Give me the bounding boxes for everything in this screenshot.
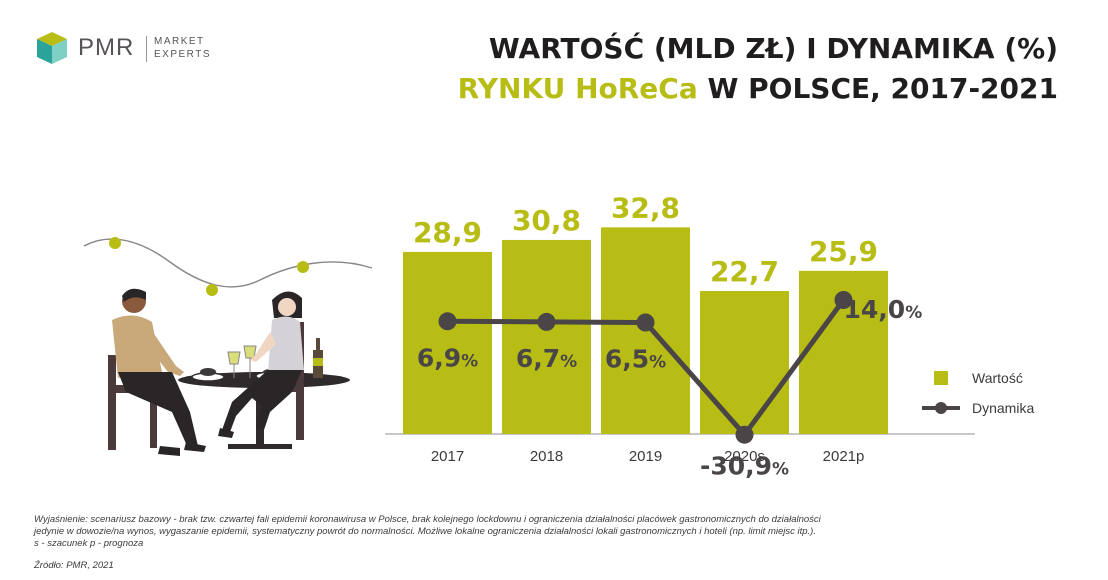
x-tick-label: 2017 <box>431 448 464 465</box>
restaurant-illustration <box>108 288 350 456</box>
bar-value-label: 30,8 <box>512 204 581 237</box>
logo-separator <box>146 36 147 62</box>
dynamics-value-label: 14,0% <box>844 295 923 324</box>
chart-title-line-2: RYNKU HoReCa W POLSCE, 2017-2021 <box>458 72 1058 105</box>
bar-value-label: 25,9 <box>809 235 878 268</box>
footnote: Wyjaśnienie: scenariusz bazowy - brak tz… <box>34 514 934 550</box>
x-tick-label: 2019 <box>629 448 662 465</box>
chart-title-rest: W POLSCE, 2017-2021 <box>697 72 1058 105</box>
footnote-line-2: jedynie w dowozie/na wynos, wygaszanie e… <box>34 526 816 537</box>
dynamics-value-label: -30,9% <box>700 452 789 481</box>
labels-layer: 28,9 2017 30,8 2018 32,8 2019 22,7 2020s 25,9 202… <box>413 191 922 480</box>
x-tick-label: 2020s <box>724 448 765 465</box>
dynamics-point <box>537 312 556 331</box>
footnote-line-1: Wyjaśnienie: scenariusz bazowy - brak tz… <box>34 514 821 525</box>
dynamics-point <box>735 425 754 444</box>
dynamics-value-label: 6,7% <box>516 344 577 373</box>
chart-title-accent: RYNKU HoReCa <box>457 72 698 105</box>
dynamics-point <box>636 313 655 332</box>
line-layer <box>438 291 853 444</box>
logo-tagline-1: MARKET <box>154 36 205 47</box>
legend-label-line: Dynamika <box>972 400 1034 416</box>
dynamics-value-label: 6,5% <box>605 345 666 374</box>
chart: 28,9 2017 30,8 2018 32,8 2019 22,7 2020s 25,9 202… <box>83 191 1034 481</box>
legend-swatch-bar <box>934 371 948 385</box>
bar-2018 <box>502 239 591 434</box>
logo-tagline-2: EXPERTS <box>154 49 211 60</box>
chart-title-line-1: WARTOŚĆ (MLD ZŁ) I DYNAMIKA (%) <box>488 32 1058 65</box>
string-lights-decoration <box>83 237 373 296</box>
pmr-cube-icon <box>37 32 67 64</box>
legend-label-bar: Wartość <box>972 370 1023 386</box>
dynamics-point <box>438 312 457 331</box>
footnote-line-3: s - szacunek p - prognoza <box>34 538 144 549</box>
legend: Wartość Dynamika <box>922 370 1034 416</box>
bar-2020s <box>700 290 789 434</box>
bars-layer <box>403 227 888 434</box>
bar-value-label: 32,8 <box>611 191 680 224</box>
x-tick-label: 2018 <box>530 448 563 465</box>
x-tick-label: 2021p <box>823 448 865 465</box>
dynamics-value-label: 6,9% <box>417 343 478 372</box>
logo-name: PMR <box>78 34 135 61</box>
bar-value-label: 22,7 <box>710 255 779 288</box>
dynamics-point <box>834 291 853 309</box>
bar-value-label: 28,9 <box>413 216 482 249</box>
legend-swatch-marker <box>935 402 947 414</box>
pmr-logo: PMR MARKET EXPERTS <box>34 30 224 70</box>
bar-2017 <box>403 251 492 434</box>
source-note: Źródło: PMR, 2021 <box>34 560 114 571</box>
